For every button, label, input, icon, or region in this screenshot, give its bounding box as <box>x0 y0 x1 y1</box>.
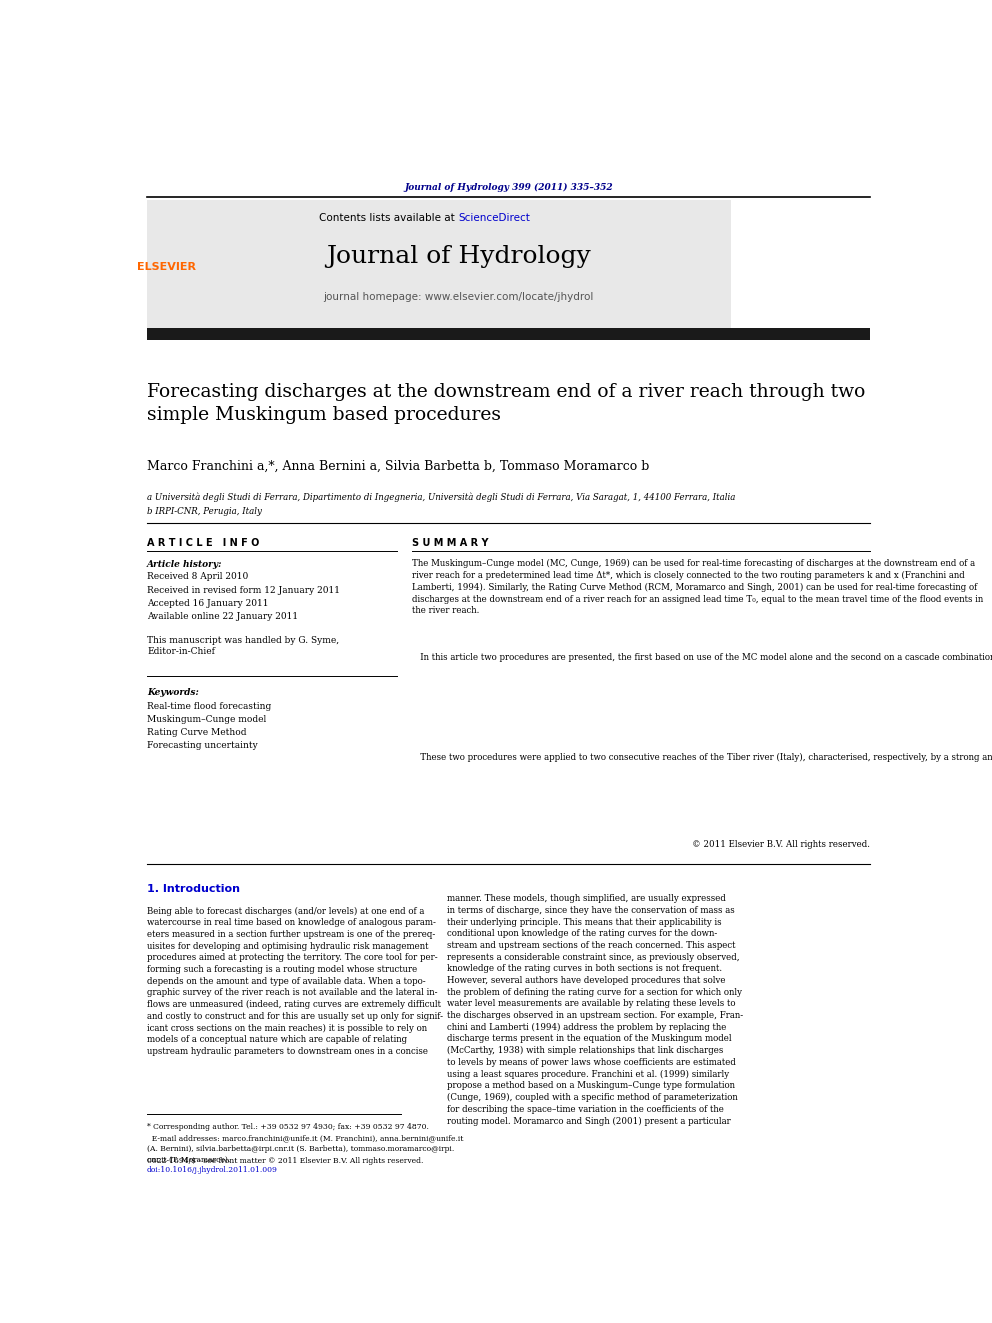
Text: © 2011 Elsevier B.V. All rights reserved.: © 2011 Elsevier B.V. All rights reserved… <box>691 840 870 849</box>
Text: Accepted 16 January 2011: Accepted 16 January 2011 <box>147 599 269 607</box>
Text: manner. These models, though simplified, are usually expressed
in terms of disch: manner. These models, though simplified,… <box>446 894 743 1126</box>
Text: a Università degli Studi di Ferrara, Dipartimento di Ingegneria, Università degl: a Università degli Studi di Ferrara, Dip… <box>147 493 735 503</box>
Text: Marco Franchini a,*, Anna Bernini a, Silvia Barbetta b, Tommaso Moramarco b: Marco Franchini a,*, Anna Bernini a, Sil… <box>147 459 650 472</box>
Text: A R T I C L E   I N F O: A R T I C L E I N F O <box>147 537 260 548</box>
Text: Journal of Hydrology: Journal of Hydrology <box>326 245 591 269</box>
Text: ScienceDirect: ScienceDirect <box>458 213 531 222</box>
Text: This manuscript was handled by G. Syme,
Editor-in-Chief: This manuscript was handled by G. Syme, … <box>147 635 339 656</box>
Text: In this article two procedures are presented, the first based on use of the MC m: In this article two procedures are prese… <box>413 652 992 662</box>
Text: Journal of Hydrology 399 (2011) 335–352: Journal of Hydrology 399 (2011) 335–352 <box>404 183 613 192</box>
Text: Available online 22 January 2011: Available online 22 January 2011 <box>147 613 299 620</box>
Text: Article history:: Article history: <box>147 560 222 569</box>
Text: Being able to forecast discharges (and/or levels) at one end of a
watercourse in: Being able to forecast discharges (and/o… <box>147 906 443 1056</box>
Text: * Corresponding author. Tel.: +39 0532 97 4930; fax: +39 0532 97 4870.: * Corresponding author. Tel.: +39 0532 9… <box>147 1123 429 1131</box>
Text: b IRPI-CNR, Perugia, Italy: b IRPI-CNR, Perugia, Italy <box>147 507 262 516</box>
Text: Received in revised form 12 January 2011: Received in revised form 12 January 2011 <box>147 586 340 594</box>
Text: Forecasting discharges at the downstream end of a river reach through two
simple: Forecasting discharges at the downstream… <box>147 382 865 425</box>
Text: Rating Curve Method: Rating Curve Method <box>147 728 247 737</box>
Text: These two procedures were applied to two consecutive reaches of the Tiber river : These two procedures were applied to two… <box>413 753 992 762</box>
Bar <box>147 328 870 340</box>
Text: 1. Introduction: 1. Introduction <box>147 884 240 894</box>
Text: Real-time flood forecasting: Real-time flood forecasting <box>147 701 272 710</box>
Text: journal homepage: www.elsevier.com/locate/jhydrol: journal homepage: www.elsevier.com/locat… <box>323 292 593 302</box>
Text: ELSEVIER: ELSEVIER <box>137 262 195 271</box>
Text: Muskingum–Cunge model: Muskingum–Cunge model <box>147 714 266 724</box>
Text: Contents lists available at: Contents lists available at <box>319 213 458 222</box>
Text: Forecasting uncertainty: Forecasting uncertainty <box>147 741 258 750</box>
Text: 0022-1694/$ - see front matter © 2011 Elsevier B.V. All rights reserved.: 0022-1694/$ - see front matter © 2011 El… <box>147 1158 424 1166</box>
Text: Keywords:: Keywords: <box>147 688 199 697</box>
Text: Received 8 April 2010: Received 8 April 2010 <box>147 573 248 581</box>
Text: The Muskingum–Cunge model (MC, Cunge, 1969) can be used for real-time forecastin: The Muskingum–Cunge model (MC, Cunge, 19… <box>413 560 983 615</box>
Bar <box>147 200 731 329</box>
Text: E-mail addresses: marco.franchini@unife.it (M. Franchini), anna.bernini@unife.it: E-mail addresses: marco.franchini@unife.… <box>147 1135 463 1163</box>
Text: doi:10.1016/j.jhydrol.2011.01.009: doi:10.1016/j.jhydrol.2011.01.009 <box>147 1167 278 1175</box>
Text: S U M M A R Y: S U M M A R Y <box>413 537 489 548</box>
